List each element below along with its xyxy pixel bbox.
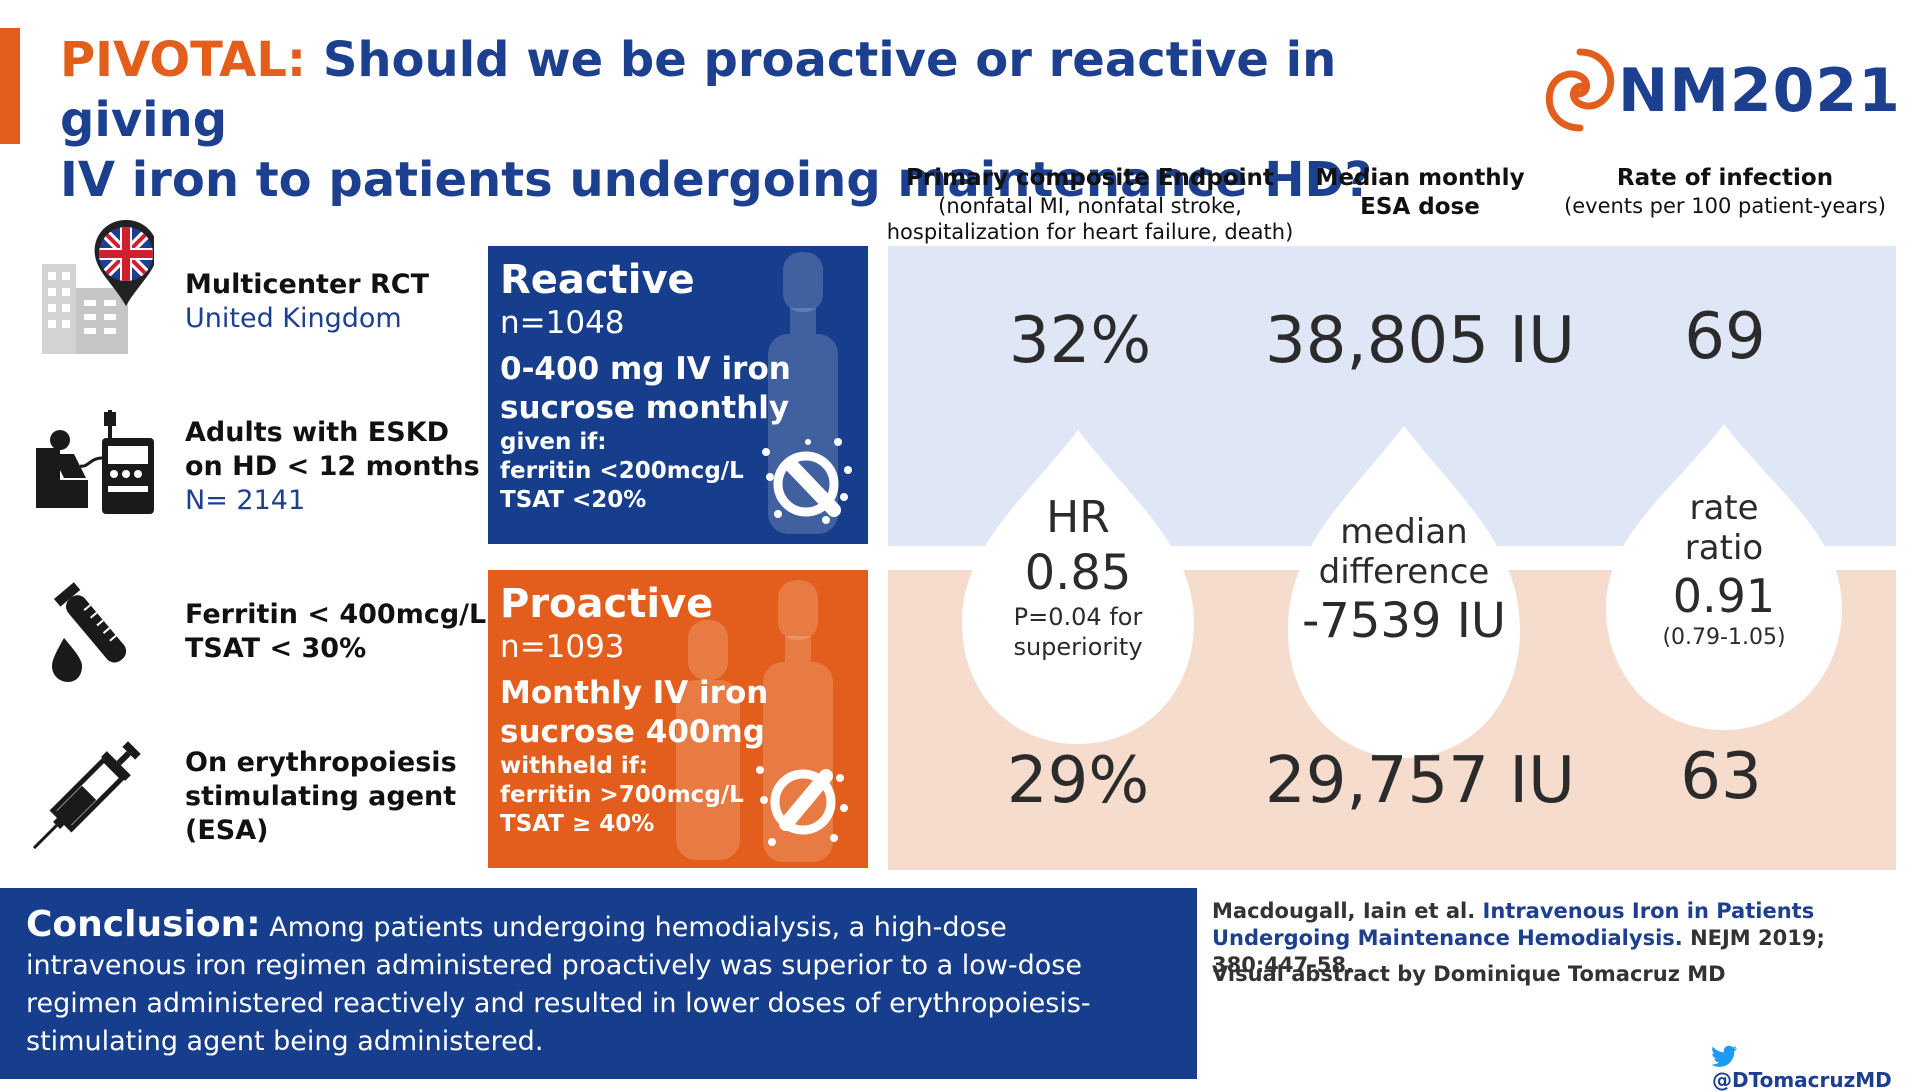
drop-median-difference xyxy=(1288,426,1520,758)
reactive-esa-dose: 38,805 IU xyxy=(1265,304,1575,378)
proactive-condition-tsat: TSAT ≥ 40% xyxy=(500,811,655,837)
proactive-n: n=1093 xyxy=(500,629,625,665)
column-header-primary-endpoint: Primary composite Endpoint (nonfatal MI,… xyxy=(886,165,1294,244)
proactive-condition-label: withheld if: xyxy=(500,753,648,779)
twitter-handle[interactable]: @DTomacruzMD xyxy=(1711,1044,1920,1092)
proactive-infection-rate: 63 xyxy=(1680,740,1762,814)
conclusion-label: Conclusion: xyxy=(26,904,261,945)
hr-comparison: HR 0.85 P=0.04 for superiority xyxy=(1013,492,1143,661)
twitter-bird-icon xyxy=(1711,1045,1737,1067)
drop-hr xyxy=(962,430,1194,744)
proactive-regimen: Monthly IV iron sucrose 400mg xyxy=(500,675,769,750)
study-design-text: Multicenter RCT United Kingdom xyxy=(185,269,430,334)
reactive-condition-tsat: TSAT <20% xyxy=(500,487,647,513)
drop-rate-ratio xyxy=(1606,424,1842,730)
swirl-logo-icon xyxy=(1545,48,1615,132)
median-difference-comparison: median difference -7539 IU xyxy=(1301,512,1507,649)
test-tube-drop-icon xyxy=(34,578,154,698)
citation-journal: NEJM 2019; 380:447-58. xyxy=(1212,926,1825,977)
iron-criteria-text: Ferritin < 400mcg/L TSAT < 30% xyxy=(185,599,487,664)
reactive-condition-ferritin: ferritin <200mcg/L xyxy=(500,458,744,484)
proactive-esa-dose: 29,757 IU xyxy=(1265,744,1575,818)
proactive-primary-endpoint: 29% xyxy=(1006,744,1150,818)
title-highlight: PIVOTAL: xyxy=(60,32,307,88)
citation-title-link[interactable]: Intravenous Iron in Patients Undergoing … xyxy=(1212,899,1815,950)
iron-vials-icon xyxy=(676,580,848,862)
logo-text: NM2021 xyxy=(1618,56,1901,126)
dialysis-patient-icon xyxy=(30,408,154,528)
esa-text: On erythropoiesis stimulating agent (ESA… xyxy=(185,747,457,846)
reactive-arm-box: Reactive n=1048 0-400 mg IV iron sucrose… xyxy=(488,246,868,544)
title-line2: IV iron to patients undergoing maintenan… xyxy=(60,152,1373,208)
reactive-primary-endpoint: 32% xyxy=(1008,304,1152,378)
comparison-drops xyxy=(962,424,1842,758)
title-line1: Should we be proactive or reactive in gi… xyxy=(60,32,1337,148)
reactive-regimen: 0-400 mg IV iron sucrose monthly xyxy=(500,351,791,426)
proactive-condition-ferritin: ferritin >700mcg/L xyxy=(500,782,744,808)
conclusion-box: Conclusion: Among patients undergoing he… xyxy=(0,888,1197,1079)
proactive-label: Proactive xyxy=(500,581,714,627)
page-title: PIVOTAL: Should we be proactive or react… xyxy=(60,30,1460,210)
reactive-infection-rate: 69 xyxy=(1684,300,1766,374)
rate-ratio-comparison: rate ratio 0.91 (0.79-1.05) xyxy=(1662,488,1786,650)
citation: Macdougall, Iain et al. Intravenous Iron… xyxy=(1212,898,1912,979)
reactive-label: Reactive xyxy=(500,257,695,303)
uk-location-building-icon xyxy=(34,218,158,354)
iron-vial-icon xyxy=(762,252,852,534)
nm2021-logo: NM2021 xyxy=(1530,40,1900,140)
population-text: Adults with ESKD on HD < 12 months N= 21… xyxy=(185,417,480,516)
title-accent-bar xyxy=(0,28,20,144)
column-header-esa-dose: Median monthly ESA dose xyxy=(1315,165,1525,220)
syringe-icon xyxy=(22,730,142,850)
column-header-infection-rate: Rate of infection (events per 100 patien… xyxy=(1564,165,1886,218)
conclusion-text: Among patients undergoing hemodialysis, … xyxy=(26,912,1091,1057)
reactive-condition-label: given if: xyxy=(500,429,607,455)
reactive-n: n=1048 xyxy=(500,305,625,341)
proactive-arm-box: Proactive n=1093 Monthly IV iron sucrose… xyxy=(488,570,868,868)
citation-authors: Macdougall, Iain et al. xyxy=(1212,899,1476,923)
byline: Visual abstract by Dominique Tomacruz MD xyxy=(1212,962,1726,986)
